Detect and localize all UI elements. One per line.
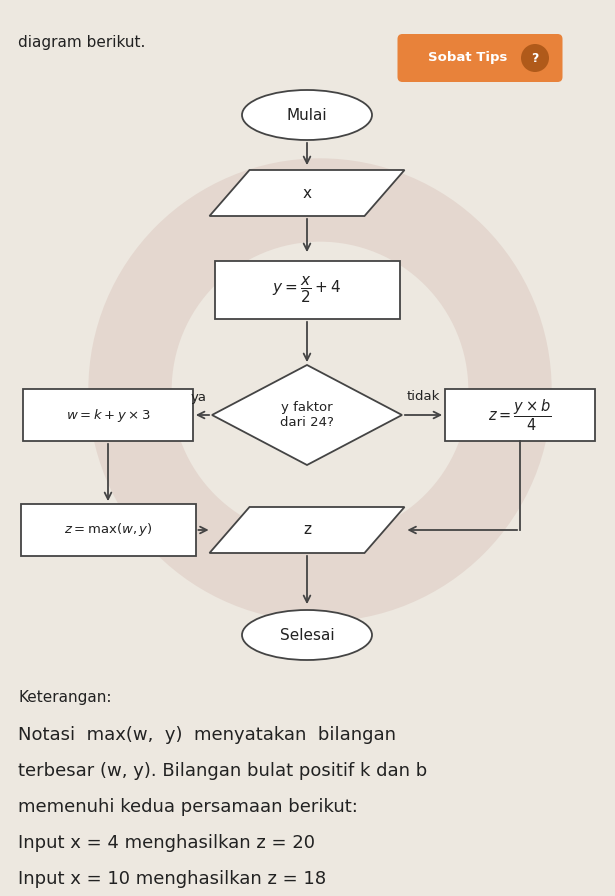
- Text: Keterangan:: Keterangan:: [18, 690, 111, 705]
- Text: Sobat Tips: Sobat Tips: [428, 51, 508, 65]
- Text: diagram berikut.: diagram berikut.: [18, 35, 145, 49]
- Text: y faktor
dari 24?: y faktor dari 24?: [280, 401, 334, 429]
- Text: x: x: [303, 185, 312, 201]
- Text: Input x = 4 menghasilkan z = 20: Input x = 4 menghasilkan z = 20: [18, 834, 315, 852]
- Polygon shape: [210, 507, 405, 553]
- Circle shape: [521, 44, 549, 72]
- Text: Notasi  max(w,  y)  menyatakan  bilangan: Notasi max(w, y) menyatakan bilangan: [18, 726, 396, 744]
- Bar: [445, 389, 595, 441]
- Text: z: z: [303, 522, 311, 538]
- Bar: [23, 389, 193, 441]
- Polygon shape: [210, 170, 405, 216]
- Text: $z = \max(w, y)$: $z = \max(w, y)$: [63, 521, 153, 538]
- Text: memenuhi kedua persamaan berikut:: memenuhi kedua persamaan berikut:: [18, 798, 358, 816]
- Text: $z = \dfrac{y \times b}{4}$: $z = \dfrac{y \times b}{4}$: [488, 397, 552, 433]
- FancyBboxPatch shape: [397, 34, 563, 82]
- Text: $y = \dfrac{x}{2} + 4$: $y = \dfrac{x}{2} + 4$: [272, 275, 341, 305]
- Text: terbesar (w, y). Bilangan bulat positif k dan b: terbesar (w, y). Bilangan bulat positif …: [18, 762, 427, 780]
- Text: $w = k + y \times 3$: $w = k + y \times 3$: [66, 407, 150, 424]
- Text: Input x = 10 menghasilkan z = 18: Input x = 10 menghasilkan z = 18: [18, 870, 326, 888]
- Ellipse shape: [242, 610, 372, 660]
- Text: Selesai: Selesai: [280, 627, 335, 642]
- Text: ya: ya: [191, 391, 207, 403]
- Ellipse shape: [242, 90, 372, 140]
- Bar: [215, 261, 400, 319]
- Text: ?: ?: [531, 51, 539, 65]
- Polygon shape: [212, 365, 402, 465]
- Text: Mulai: Mulai: [287, 108, 327, 123]
- Text: tidak: tidak: [407, 391, 440, 403]
- Bar: [20, 504, 196, 556]
